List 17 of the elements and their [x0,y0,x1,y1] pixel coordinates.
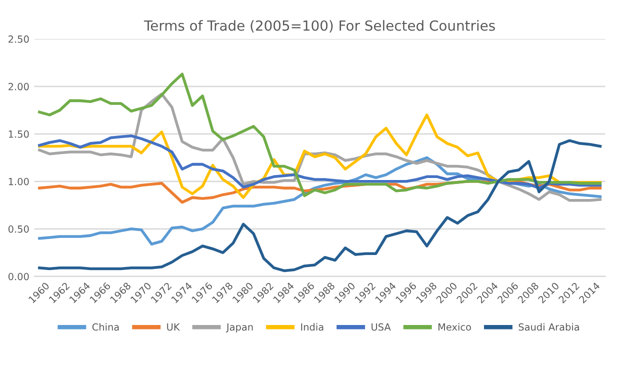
legend-label: Mexico [438,323,471,331]
legend-label: USA [372,323,391,331]
y-tick-label: 0.50 [8,225,29,233]
chart-title: Terms of Trade (2005=100) For Selected Countries [144,20,495,32]
y-tick-label: 1.00 [8,178,29,186]
line-series [38,139,602,272]
legend-label: UK [167,323,180,331]
y-tick-label: 1.50 [8,130,29,138]
y-tick-label: 2.00 [8,82,29,90]
line-series [38,134,602,190]
legend-label: China [92,323,119,331]
legend-label: Saudi Arabia [518,323,579,331]
legend-label: India [301,323,324,331]
y-tick-label: 2.50 [8,35,29,43]
line-series [38,72,602,198]
legend-label: Japan [226,323,253,333]
y-tick-label: 0.00 [8,272,29,280]
